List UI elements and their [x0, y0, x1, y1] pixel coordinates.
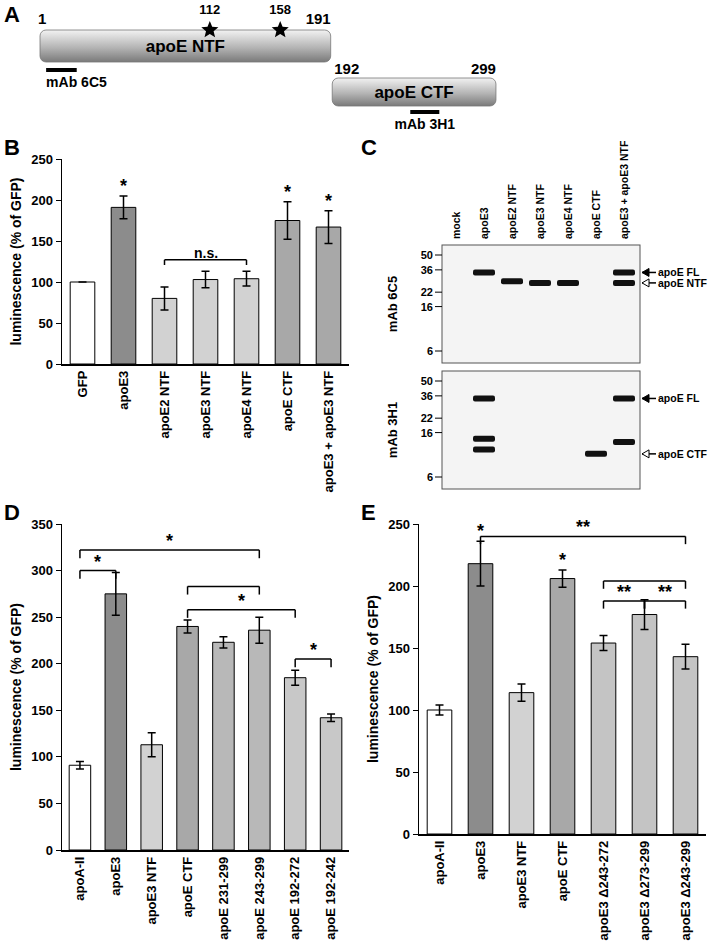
html-text:A: A [4, 2, 20, 27]
html-text:C: C [361, 135, 377, 160]
svg-text:22: 22 [421, 412, 433, 424]
svg-text:0: 0 [46, 357, 53, 372]
svg-text:luminescence (% of GFP): luminescence (% of GFP) [8, 177, 24, 345]
svg-text:**: ** [617, 582, 631, 602]
svg-text:apoE CTF: apoE CTF [658, 448, 708, 460]
svg-text:250: 250 [388, 517, 410, 532]
svg-text:50: 50 [421, 375, 433, 387]
svg-text:100: 100 [31, 749, 53, 764]
svg-text:apoE 192-272: apoE 192-272 [287, 857, 302, 940]
svg-text:apoE3 + apoE3 NTF: apoE3 + apoE3 NTF [618, 140, 630, 239]
svg-text:mAb 3H1: mAb 3H1 [385, 402, 400, 458]
svg-text:50: 50 [395, 765, 409, 780]
svg-text:apoE 243-299: apoE 243-299 [252, 857, 267, 940]
svg-text:apoE3 NTF: apoE3 NTF [198, 371, 213, 439]
svg-text:apoE 192-242: apoE 192-242 [323, 857, 338, 940]
svg-text:100: 100 [31, 275, 53, 290]
svg-text:50: 50 [38, 796, 52, 811]
svg-text:apoE4 NTF: apoE4 NTF [562, 184, 574, 239]
svg-text:apoE FL: apoE FL [658, 392, 700, 404]
svg-text:150: 150 [31, 234, 53, 249]
svg-text:36: 36 [421, 390, 433, 402]
svg-text:200: 200 [31, 656, 53, 671]
svg-text:apoE 231-299: apoE 231-299 [216, 857, 231, 940]
svg-text:apoA-II: apoA-II [72, 857, 87, 901]
svg-text:*: * [310, 640, 317, 660]
html-text:D: D [4, 500, 20, 525]
svg-text:150: 150 [31, 703, 53, 718]
svg-text:apoE2 NTF: apoE2 NTF [506, 184, 518, 239]
svg-text:50: 50 [38, 316, 52, 331]
svg-text:0: 0 [46, 843, 53, 858]
svg-text:GFP: GFP [75, 370, 90, 397]
svg-text:apoE3 Δ243-299: apoE3 Δ243-299 [678, 841, 693, 941]
svg-text:apoE CTF: apoE CTF [555, 841, 570, 902]
svg-text:apoE3 + apoE3 NTF: apoE3 + apoE3 NTF [321, 371, 336, 493]
svg-text:apoE3 NTF: apoE3 NTF [514, 841, 529, 909]
svg-text:158: 158 [269, 2, 291, 17]
svg-text:*: * [166, 531, 173, 551]
svg-text:112: 112 [199, 2, 220, 17]
svg-text:n.s.: n.s. [194, 245, 218, 261]
svg-text:6: 6 [427, 345, 433, 357]
svg-text:luminescence (% of GFP): luminescence (% of GFP) [8, 603, 24, 771]
svg-text:16: 16 [421, 301, 433, 313]
svg-text:apoE3: apoE3 [478, 207, 490, 239]
svg-text:**: ** [576, 517, 590, 537]
svg-text:apoE NTF: apoE NTF [658, 277, 708, 289]
svg-text:250: 250 [31, 152, 53, 167]
svg-text:*: * [325, 191, 332, 211]
svg-text:6: 6 [427, 471, 433, 483]
svg-text:*: * [477, 521, 484, 541]
svg-text:150: 150 [388, 641, 410, 656]
svg-text:300: 300 [31, 563, 53, 578]
svg-text:191: 191 [306, 10, 331, 27]
html-text:E: E [361, 500, 376, 525]
svg-text:apoE3: apoE3 [473, 841, 488, 880]
svg-text:apoE CTF: apoE CTF [374, 83, 453, 102]
svg-text:apoE CTF: apoE CTF [180, 857, 195, 918]
svg-text:*: * [120, 176, 127, 196]
svg-text:luminescence (% of GFP): luminescence (% of GFP) [365, 595, 381, 763]
svg-text:100: 100 [388, 703, 410, 718]
svg-text:apoE3 Δ273-299: apoE3 Δ273-299 [637, 841, 652, 941]
svg-text:*: * [284, 182, 291, 202]
svg-text:192: 192 [334, 60, 359, 77]
svg-text:22: 22 [421, 286, 433, 298]
svg-text:apoE CTF: apoE CTF [590, 189, 602, 239]
svg-text:mAb 6C5: mAb 6C5 [46, 74, 107, 90]
svg-text:mAb 3H1: mAb 3H1 [394, 116, 455, 132]
svg-text:apoE NTF: apoE NTF [146, 37, 225, 56]
svg-text:apoE3 Δ243-272: apoE3 Δ243-272 [596, 841, 611, 941]
svg-text:299: 299 [471, 60, 496, 77]
svg-text:mock: mock [450, 211, 462, 239]
html-text:B: B [4, 135, 20, 160]
svg-text:apoE4 NTF: apoE4 NTF [239, 371, 254, 439]
svg-text:apoE FL: apoE FL [658, 266, 700, 279]
svg-text:200: 200 [388, 579, 410, 594]
svg-text:16: 16 [421, 427, 433, 439]
svg-text:**: ** [658, 582, 672, 602]
svg-text:0: 0 [403, 827, 410, 842]
svg-text:36: 36 [421, 264, 433, 276]
svg-text:apoE2 NTF: apoE2 NTF [157, 371, 172, 439]
svg-text:1: 1 [38, 10, 46, 27]
svg-text:apoA-II: apoA-II [432, 841, 447, 885]
svg-text:50: 50 [421, 249, 433, 261]
svg-text:apoE3: apoE3 [108, 857, 123, 896]
svg-text:apoE3 NTF: apoE3 NTF [534, 184, 546, 239]
svg-text:*: * [94, 552, 101, 572]
svg-text:200: 200 [31, 193, 53, 208]
svg-text:*: * [238, 591, 245, 611]
svg-text:apoE CTF: apoE CTF [280, 371, 295, 432]
svg-text:apoE3 NTF: apoE3 NTF [144, 857, 159, 925]
svg-text:apoE3: apoE3 [116, 371, 131, 410]
svg-text:*: * [559, 550, 566, 570]
svg-text:mAb 6C5: mAb 6C5 [385, 276, 400, 332]
svg-text:250: 250 [31, 610, 53, 625]
svg-text:350: 350 [31, 517, 53, 532]
